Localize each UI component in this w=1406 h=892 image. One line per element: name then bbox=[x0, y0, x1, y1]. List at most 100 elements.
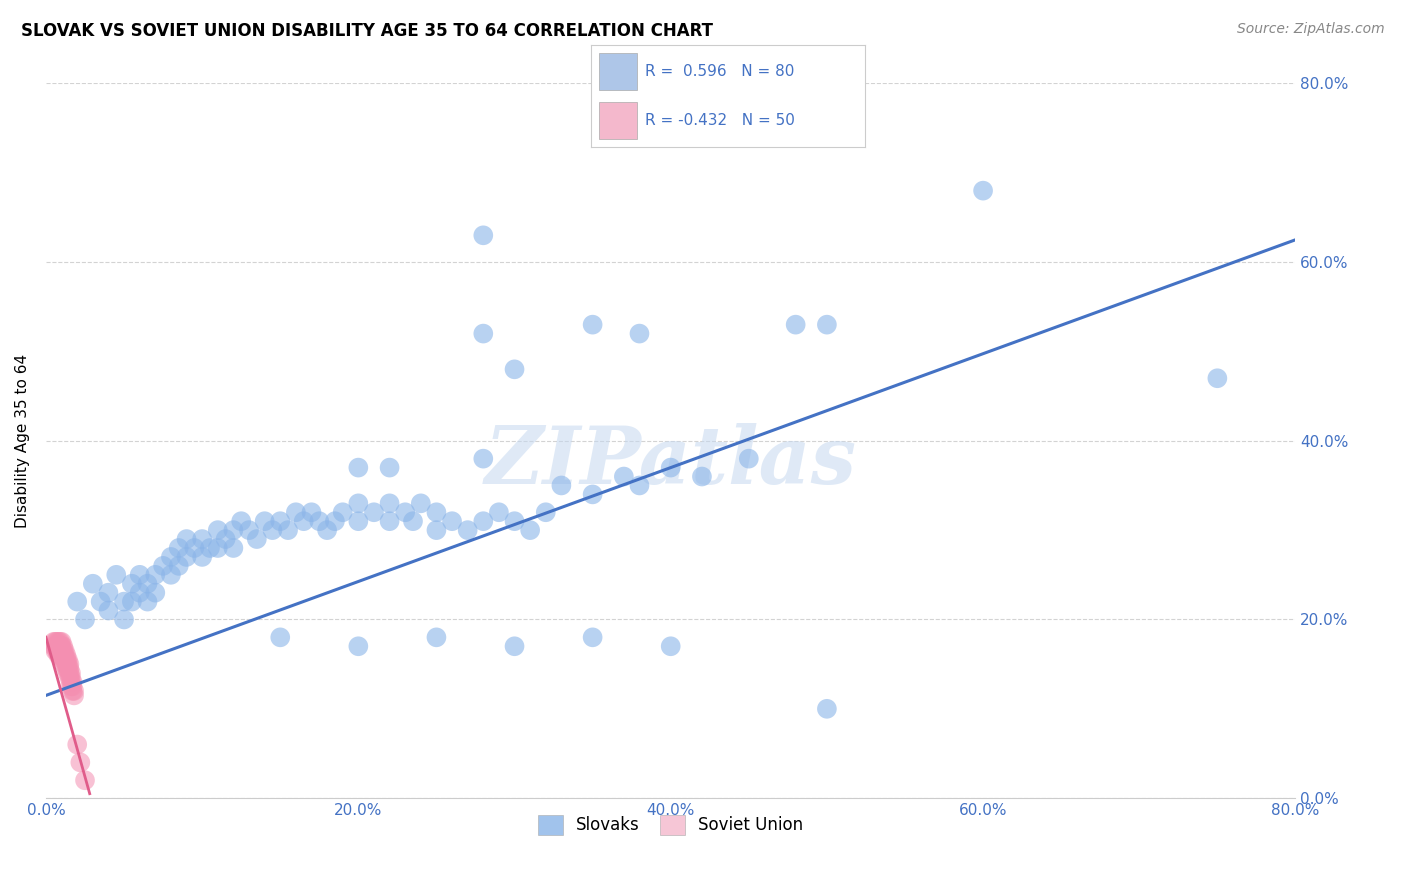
Point bbox=[52, 644, 75, 658]
Point bbox=[48, 644, 70, 658]
Point bbox=[48, 648, 70, 663]
Point bbox=[63, 684, 86, 698]
Point bbox=[301, 505, 323, 519]
Point bbox=[785, 318, 807, 332]
Point bbox=[152, 558, 174, 573]
Point bbox=[659, 640, 682, 654]
Point bbox=[167, 558, 190, 573]
Point bbox=[82, 576, 104, 591]
Point bbox=[97, 603, 120, 617]
Point bbox=[128, 585, 150, 599]
Point bbox=[690, 469, 713, 483]
Point bbox=[42, 640, 65, 654]
Point bbox=[56, 657, 79, 672]
Point bbox=[51, 644, 73, 658]
Point bbox=[363, 505, 385, 519]
Point bbox=[402, 514, 425, 528]
Point bbox=[53, 644, 76, 658]
Point bbox=[59, 666, 82, 681]
Point bbox=[581, 630, 603, 644]
Point bbox=[628, 478, 651, 492]
Point bbox=[246, 532, 269, 546]
Text: Source: ZipAtlas.com: Source: ZipAtlas.com bbox=[1237, 22, 1385, 37]
Point bbox=[284, 505, 307, 519]
Point bbox=[112, 594, 135, 608]
Point bbox=[425, 523, 447, 537]
Point bbox=[394, 505, 416, 519]
Point bbox=[269, 630, 291, 644]
Point bbox=[207, 541, 229, 555]
Point bbox=[44, 644, 66, 658]
Point bbox=[55, 653, 77, 667]
Point bbox=[378, 460, 401, 475]
Point bbox=[347, 514, 370, 528]
Point bbox=[503, 362, 526, 376]
Point bbox=[55, 657, 77, 672]
Point bbox=[90, 594, 112, 608]
Point bbox=[277, 523, 299, 537]
Point bbox=[347, 496, 370, 510]
Point bbox=[167, 541, 190, 555]
Point bbox=[550, 478, 572, 492]
Point bbox=[58, 657, 80, 672]
Point bbox=[581, 487, 603, 501]
Text: R =  0.596   N = 80: R = 0.596 N = 80 bbox=[645, 63, 794, 78]
Point bbox=[738, 451, 761, 466]
Point bbox=[160, 549, 183, 564]
Point bbox=[52, 648, 75, 663]
Point bbox=[112, 612, 135, 626]
Point bbox=[51, 635, 73, 649]
Point bbox=[191, 549, 214, 564]
Point bbox=[183, 541, 205, 555]
Point bbox=[441, 514, 464, 528]
Legend: Slovaks, Soviet Union: Slovaks, Soviet Union bbox=[530, 806, 811, 844]
Point bbox=[52, 653, 75, 667]
Point bbox=[238, 523, 260, 537]
Point bbox=[121, 576, 143, 591]
Point bbox=[52, 640, 75, 654]
Point bbox=[613, 469, 636, 483]
Point bbox=[56, 653, 79, 667]
Point bbox=[191, 532, 214, 546]
Text: ZIPatlas: ZIPatlas bbox=[485, 424, 856, 501]
Point bbox=[519, 523, 541, 537]
Point bbox=[457, 523, 479, 537]
Point bbox=[105, 567, 128, 582]
Point bbox=[48, 640, 70, 654]
Point bbox=[332, 505, 354, 519]
Point bbox=[53, 648, 76, 663]
Point bbox=[815, 318, 838, 332]
Point bbox=[472, 326, 495, 341]
Point bbox=[59, 671, 82, 685]
Point bbox=[73, 612, 96, 626]
Point bbox=[66, 594, 89, 608]
Point bbox=[49, 635, 72, 649]
Point bbox=[49, 648, 72, 663]
Point bbox=[253, 514, 276, 528]
Point bbox=[73, 773, 96, 788]
Point bbox=[269, 514, 291, 528]
Point bbox=[97, 585, 120, 599]
Point bbox=[815, 702, 838, 716]
Point bbox=[56, 662, 79, 676]
Point bbox=[55, 662, 77, 676]
Point bbox=[262, 523, 284, 537]
Point bbox=[425, 630, 447, 644]
Point bbox=[53, 657, 76, 672]
Point bbox=[628, 326, 651, 341]
Point bbox=[51, 640, 73, 654]
Point bbox=[63, 689, 86, 703]
Point bbox=[659, 460, 682, 475]
Point bbox=[503, 640, 526, 654]
Point bbox=[136, 594, 159, 608]
Point bbox=[44, 635, 66, 649]
Point bbox=[69, 756, 91, 770]
Point bbox=[48, 635, 70, 649]
Point bbox=[425, 505, 447, 519]
Point bbox=[42, 635, 65, 649]
Point bbox=[160, 567, 183, 582]
Point bbox=[143, 567, 166, 582]
Bar bbox=[599, 102, 637, 139]
Text: SLOVAK VS SOVIET UNION DISABILITY AGE 35 TO 64 CORRELATION CHART: SLOVAK VS SOVIET UNION DISABILITY AGE 35… bbox=[21, 22, 713, 40]
Point bbox=[62, 680, 84, 694]
